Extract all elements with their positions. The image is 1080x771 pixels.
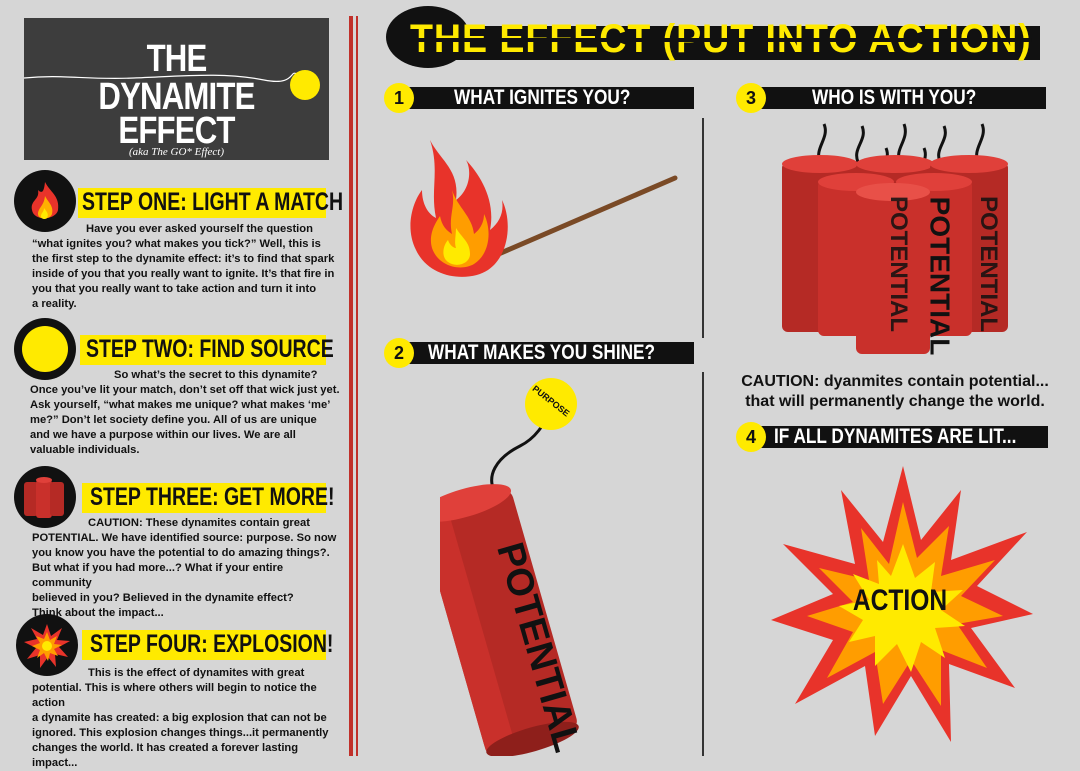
step-four-badge: [16, 614, 78, 676]
title-line-1: THE: [146, 38, 208, 80]
step-four-line: ignored. This explosion changes things..…: [32, 727, 329, 739]
explosion-illustration: [771, 466, 1033, 742]
step-two-bar: [80, 335, 326, 365]
step-three-line: believed in you? Believed in the dynamit…: [32, 592, 294, 604]
step-two-title: STEP TWO: FIND SOURCE: [86, 335, 334, 363]
step-one-line: Have you ever asked yourself the questio…: [86, 223, 313, 235]
step-two-line: Ask yourself, “what makes me unique? wha…: [30, 399, 331, 411]
section-4-number: 4: [736, 422, 766, 452]
flame-icon: [31, 182, 59, 220]
section-2-number: 2: [384, 338, 414, 368]
step-three-text: CAUTION: These dynamites contain great P…: [32, 516, 342, 621]
title-panel: THE DYNAMITE EFFECT (aka The GO* Effect): [24, 18, 329, 160]
step-three-line: POTENTIAL. We have identified source: pu…: [32, 532, 337, 544]
section-divider: [702, 372, 704, 756]
fuse-line-icon: [24, 72, 307, 85]
dynamite-bundle-illustration: [782, 123, 1008, 354]
section-4-bar: [748, 426, 1048, 448]
step-one-line: “what ignites you? what makes you tick?”…: [32, 238, 321, 250]
step-one-line: inside of you that you really want to ig…: [32, 268, 335, 280]
step-three-badge: [14, 466, 76, 528]
section-divider: [702, 118, 704, 338]
step-one-text: Have you ever asked yourself the questio…: [32, 222, 342, 312]
step-one-line: the first step to the dynamite effect: i…: [32, 253, 335, 265]
step-four-line: This is the effect of dynamites with gre…: [88, 667, 305, 679]
title-line-3: EFFECT: [118, 110, 235, 152]
step-one-line: a reality.: [32, 298, 77, 310]
column-divider-thin: [356, 16, 358, 756]
title-line-2: DYNAMITE: [98, 76, 255, 118]
step-two-text: So what’s the secret to this dynamite? O…: [30, 368, 342, 458]
column-divider: [349, 16, 353, 756]
section-1-title: WHAT IGNITES YOU?: [454, 86, 631, 109]
section-2-title: WHAT MAKES YOU SHINE?: [428, 341, 656, 364]
step-one-title: STEP ONE: LIGHT A MATCH: [82, 188, 344, 216]
caution-text: CAUTION: dyanmites contain potential... …: [740, 372, 1050, 412]
step-four-title: STEP FOUR: EXPLOSION!: [90, 630, 334, 658]
step-two-line: valuable individuals.: [30, 444, 140, 456]
purpose-circle: [525, 378, 577, 430]
step-three-title: STEP THREE: GET MORE!: [90, 483, 335, 511]
action-label: ACTION: [852, 584, 948, 617]
caution-line-2: that will permanently change the world.: [745, 393, 1045, 410]
step-four-bar: [82, 630, 326, 660]
step-three-line: Think about the impact...: [32, 607, 164, 619]
section-3-number: 3: [736, 83, 766, 113]
step-four-line: changes the world. It has created a fore…: [32, 742, 299, 769]
bundle-label-mid: POTENTIAL: [885, 196, 912, 332]
step-two-line: me?” Don’t let society define you. All o…: [30, 414, 317, 426]
dynamite-icon: [24, 468, 64, 518]
lit-match-illustration: [410, 140, 678, 277]
dynamite-illustration: [440, 411, 579, 756]
spark-dot-icon: [290, 70, 320, 100]
caution-line-1: CAUTION: dyanmites contain potential...: [741, 373, 1049, 390]
step-one-badge: [14, 170, 76, 232]
step-four-line: potential. This is where others will beg…: [32, 682, 317, 709]
section-4-title: IF ALL DYNAMITES ARE LIT...: [774, 425, 1017, 448]
section-2-bar: [396, 342, 694, 364]
step-three-line: you know you have the potential to do am…: [32, 547, 330, 559]
title-aka: (aka The GO* Effect): [129, 146, 224, 158]
step-two-line: So what’s the secret to this dynamite?: [114, 369, 318, 381]
section-3-title: WHO IS WITH YOU?: [812, 86, 977, 109]
section-1-bar: [396, 87, 694, 109]
step-two-badge: [14, 318, 76, 380]
step-four-line: a dynamite has created: a big explosion …: [32, 712, 327, 724]
yellow-circle-icon: [22, 326, 68, 372]
explosion-icon: [24, 624, 70, 668]
bundle-label-front: POTENTIAL: [924, 196, 956, 356]
effect-title-bar: [402, 26, 1040, 60]
section-3-bar: [748, 87, 1046, 109]
step-three-bar: [82, 483, 326, 513]
effect-title-circle: [386, 6, 470, 68]
step-two-line: Once you’ve lit your match, don’t set of…: [30, 384, 340, 396]
step-two-line: and we have a purpose within our lives. …: [30, 429, 296, 441]
step-three-line: But what if you had more...? What if you…: [32, 562, 284, 589]
step-four-text: This is the effect of dynamites with gre…: [32, 666, 344, 771]
step-three-line: CAUTION: These dynamites contain great: [88, 517, 310, 529]
section-1-number: 1: [384, 83, 414, 113]
effect-title: THE EFFECT (PUT INTO ACTION): [410, 17, 1032, 61]
step-one-bar: [78, 188, 326, 218]
step-one-line: you that you really want to take action …: [32, 283, 317, 295]
bundle-label-mid-right: POTENTIAL: [975, 196, 1002, 332]
